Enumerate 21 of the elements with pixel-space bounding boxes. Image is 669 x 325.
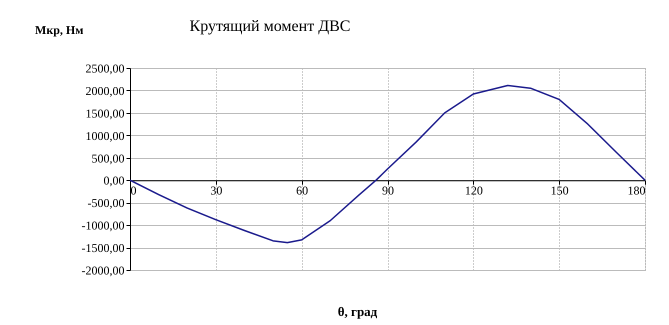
y-axis-title: Мкр, Нм	[35, 23, 84, 37]
y-tick-label: -500,00	[88, 196, 124, 210]
x-tick-label: 180	[628, 184, 646, 198]
y-tick-label: 2500,00	[86, 62, 124, 76]
x-tick-label: 150	[550, 184, 569, 198]
x-tick-label: 0	[130, 184, 136, 198]
x-tick-label: 90	[382, 184, 394, 198]
y-tick-label: 1500,00	[86, 106, 124, 120]
x-tick-label: 30	[210, 184, 222, 198]
y-tick-label: -1000,00	[82, 218, 124, 233]
x-tick-label: 120	[464, 184, 483, 198]
x-tick-label: 60	[296, 184, 308, 198]
y-tick-label: -1500,00	[82, 241, 124, 256]
y-tick-label: -2000,00	[82, 264, 124, 278]
chart-title: Крутящий момент ДВС	[190, 18, 350, 35]
y-tick-label: 0,00	[104, 174, 124, 188]
y-tick-label: 1000,00	[86, 128, 124, 143]
line-series	[129, 84, 646, 244]
y-tick-label: 500,00	[92, 151, 124, 166]
x-axis-title: θ, град	[338, 304, 378, 319]
y-tick-label: 2000,00	[86, 84, 124, 98]
